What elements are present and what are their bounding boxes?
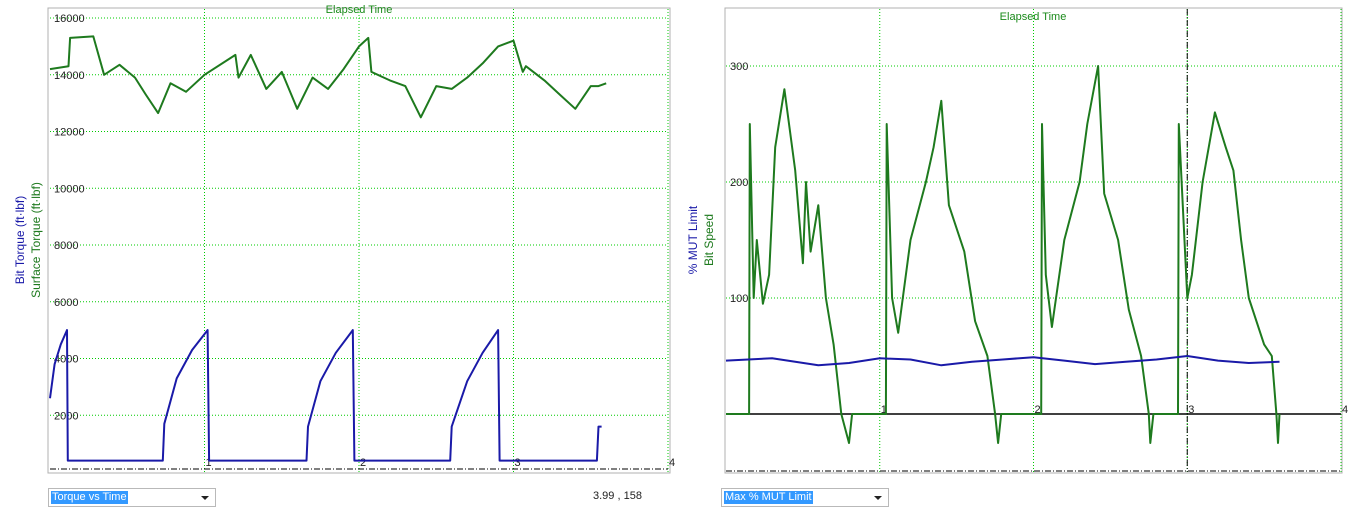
- torque-vs-time-panel: Elapsed Time 2000 4000 6000 8000 10000 12000 1…: [13, 4, 676, 507]
- x-tick-label: 1: [881, 404, 887, 416]
- series-line--mut-limit: [725, 355, 1280, 367]
- y-tick-label: 14000: [54, 70, 85, 82]
- y-axis-label-mut-limit: % MUT Limit: [686, 205, 700, 274]
- y-tick-label: 12000: [54, 127, 85, 139]
- x-tick-label: 3: [515, 457, 521, 469]
- x-tick-label: 4: [669, 457, 675, 469]
- dropdown-selected-value: Torque vs Time: [51, 491, 128, 504]
- x-axis-tick-labels: 1 2 3 4: [881, 404, 1348, 416]
- series-line-bit-speed: [726, 65, 1281, 444]
- y-axis-label-bit-speed: Bit Speed: [702, 214, 716, 266]
- y-tick-label: 16000: [54, 13, 85, 25]
- series-line-surface-torque-ft-lbf: [49, 35, 607, 119]
- torque-vs-time-chart: Elapsed Time 200040006000800010000120001…: [13, 4, 676, 474]
- cursor-coordinate-readout: 3.99 , 158: [593, 490, 642, 502]
- y-axis-tick-labels: 100 200 300: [730, 61, 748, 305]
- y-tick-label: 200: [730, 177, 748, 189]
- y-tick-label: 2000: [54, 410, 78, 422]
- y-axis-label-bit-torque: Bit Torque (ft·lbf): [13, 196, 27, 284]
- chart-title: Elapsed Time: [1000, 11, 1067, 23]
- y-tick-label: 300: [730, 61, 748, 73]
- dropdown-selected-value: Max % MUT Limit: [724, 491, 813, 504]
- parameter-dropdown[interactable]: Max % MUT Limit: [721, 488, 889, 507]
- y-tick-label: 8000: [54, 240, 78, 252]
- x-tick-label: 3: [1188, 404, 1194, 416]
- y-axis-label-surface-torque: Surface Torque (ft·lbf): [29, 182, 43, 298]
- chevron-down-icon[interactable]: [201, 496, 209, 500]
- y-tick-label: 6000: [54, 297, 78, 309]
- x-tick-label: 2: [360, 457, 366, 469]
- chart-type-dropdown[interactable]: Torque vs Time: [48, 488, 216, 507]
- x-tick-label: 4: [1342, 404, 1348, 416]
- y-tick-label: 10000: [54, 183, 85, 195]
- x-tick-label: 2: [1035, 404, 1041, 416]
- grid-lines: [50, 9, 669, 472]
- chevron-down-icon[interactable]: [874, 496, 882, 500]
- series-lines: [49, 35, 607, 462]
- series-line-bit-torque-ft-lbf: [49, 329, 602, 462]
- series-lines: [725, 65, 1281, 444]
- x-axis-tick-labels: 1 2 3 4: [206, 457, 676, 469]
- y-tick-label: 100: [730, 293, 748, 305]
- x-tick-label: 1: [206, 457, 212, 469]
